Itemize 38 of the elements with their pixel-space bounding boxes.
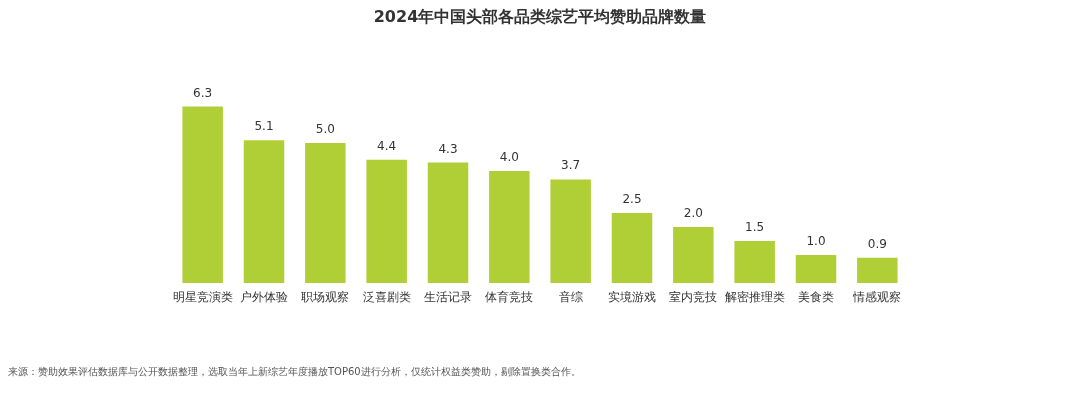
bar: [550, 179, 591, 283]
x-tick-label: 实境游戏: [608, 289, 656, 304]
x-tick-label: 解密推理类: [724, 289, 785, 304]
bar: [182, 106, 223, 283]
data-label: 2.5: [622, 192, 642, 206]
x-tick-label: 室内竞技: [669, 289, 718, 304]
data-label: 4.0: [499, 150, 519, 164]
x-tick-label: 美食类: [798, 289, 834, 304]
x-tick-label: 户外体验: [240, 289, 288, 304]
data-label: 4.4: [377, 138, 397, 153]
bar: [611, 213, 653, 283]
data-label: 0.9: [867, 236, 887, 251]
data-label: 4.3: [438, 141, 458, 156]
chart-title: 2024年中国头部各品类综艺平均赞助品牌数量: [373, 6, 707, 26]
data-label: 1.5: [745, 220, 765, 234]
bar: [857, 257, 898, 283]
bar: [243, 140, 285, 283]
x-tick-label: 音综: [558, 289, 583, 304]
bar: [734, 241, 775, 283]
bar: [427, 162, 469, 283]
bar: [366, 159, 407, 283]
source-note: 来源：赞助效果评估数据库与公开数据整理，选取当年上新综艺年度播放TOP60进行分析，仅统计权益类赞助，剔除置换类合作。: [8, 365, 581, 378]
data-label: 3.7: [561, 158, 581, 173]
data-label: 6.3: [193, 85, 213, 100]
x-tick-label: 体育竞技: [485, 289, 534, 304]
bar: [795, 255, 837, 283]
x-tick-label: 明星竞演类: [172, 289, 233, 304]
data-label: 1.0: [806, 234, 826, 248]
x-tick-label: 职场观察: [301, 289, 350, 304]
x-tick-label: 泛喜剧类: [362, 289, 411, 304]
data-label: 5.0: [315, 122, 335, 136]
bar: [673, 227, 714, 283]
bar: [489, 171, 530, 283]
x-tick-label: 情感观察: [852, 289, 902, 304]
bar: [305, 143, 346, 283]
data-label: 5.1: [254, 119, 274, 134]
data-label: 2.0: [683, 206, 703, 220]
x-tick-label: 生活记录: [424, 289, 472, 304]
